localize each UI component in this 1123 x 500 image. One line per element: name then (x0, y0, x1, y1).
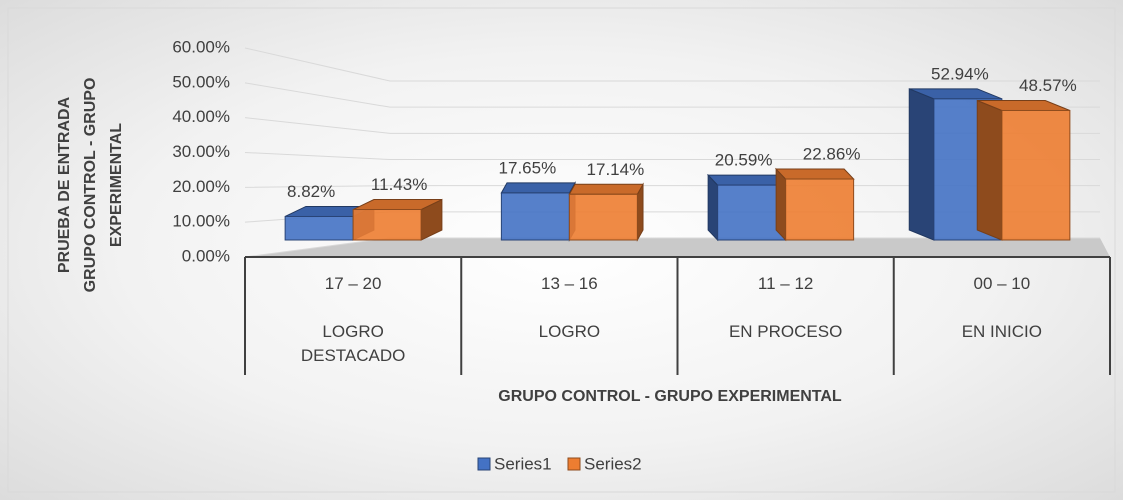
bar-front (1001, 109, 1071, 241)
legend-label: Series2 (584, 454, 642, 473)
chart-border (7, 7, 1116, 493)
bar-top (568, 183, 644, 195)
grid-line (244, 82, 1100, 108)
bar (352, 198, 443, 241)
y-tick-label: 20.00% (172, 177, 230, 196)
y-tick-label: 10.00% (172, 212, 230, 231)
bar (976, 99, 1071, 241)
bar (774, 167, 855, 242)
bar-front (352, 209, 422, 241)
bar-side (976, 99, 1003, 241)
bar-side (707, 173, 719, 242)
floor (245, 238, 1110, 257)
bar-front (785, 178, 855, 241)
bar (568, 182, 644, 242)
data-label: 20.59% (715, 151, 773, 170)
bar-top (774, 168, 855, 180)
legend-swatch (477, 457, 491, 471)
legend-label: Series1 (494, 454, 552, 473)
y-tick-label: 40.00% (172, 107, 230, 126)
x-tick-label: LOGRO (538, 322, 601, 341)
bar-top (706, 174, 787, 186)
bar-front (568, 193, 638, 241)
y-tick-label: 60.00% (172, 37, 230, 56)
legend-swatch (567, 457, 581, 471)
bar (500, 181, 576, 242)
x-tick-label: 17 – 20 (324, 274, 382, 293)
data-label: 8.82% (287, 182, 335, 201)
bar-front (284, 215, 354, 241)
x-axis-label: GRUPO CONTROL - GRUPO EXPERIMENTAL (498, 388, 842, 405)
grid-line (244, 152, 1100, 160)
data-label: 52.94% (931, 64, 989, 83)
grid-line (244, 185, 1100, 188)
data-label: 22.86% (803, 145, 861, 164)
y-tick-label: 0.00% (182, 246, 230, 265)
bar-front (500, 192, 570, 241)
bar-front (717, 184, 787, 241)
x-tick-label: LOGRO DESTACADO (300, 322, 406, 365)
y-axis-label: GRUPO CONTROL - GRUPO (82, 78, 99, 293)
data-label: 17.65% (499, 158, 557, 177)
bar (706, 173, 787, 242)
bar-top (500, 182, 576, 194)
y-axis-label: EXPERIMENTAL (108, 123, 125, 247)
grid-line (244, 47, 1100, 82)
x-tick-label: EN PROCESO (728, 322, 843, 341)
data-label: 48.57% (1019, 76, 1077, 95)
x-tick-label: 13 – 16 (541, 274, 598, 293)
y-axis-label: PRUEBA DE ENTRADA (56, 96, 73, 273)
bar-side (775, 167, 787, 242)
y-tick-label: 30.00% (172, 142, 230, 161)
data-label: 11.43% (371, 175, 427, 194)
x-tick-label: EN INICIO (961, 322, 1043, 341)
x-tick-label: 00 – 10 (973, 274, 1031, 293)
bar-side (908, 88, 935, 241)
grid-line (244, 117, 1100, 134)
x-tick-label: 11 – 12 (757, 274, 814, 293)
data-label: 17.14% (587, 160, 645, 179)
y-tick-label: 50.00% (172, 72, 230, 91)
